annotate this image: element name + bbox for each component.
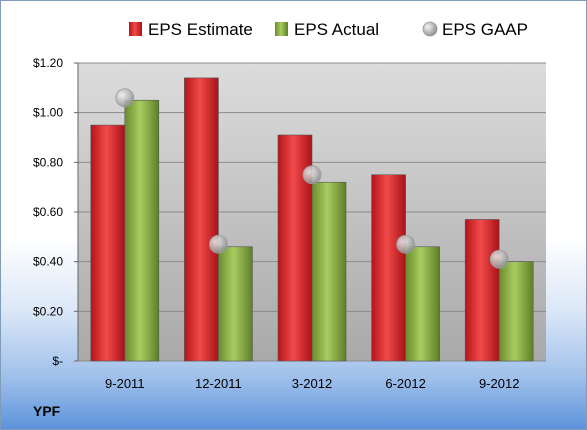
y-tick-label: $0.40 — [33, 255, 63, 269]
x-tick-label: 3-2012 — [292, 376, 332, 391]
bar-eps-estimate — [464, 219, 500, 362]
y-tick-label: $0.60 — [33, 205, 63, 219]
legend-label: EPS Actual — [294, 20, 379, 39]
bar-eps-actual — [498, 261, 534, 362]
bar-eps-actual — [311, 181, 347, 362]
y-tick-label: $0.20 — [33, 304, 63, 318]
y-tick-label: $0.80 — [33, 155, 63, 169]
y-tick-label: $1.00 — [33, 106, 63, 120]
bar-eps-estimate — [90, 124, 126, 362]
legend-label: EPS GAAP — [442, 20, 528, 39]
marker-eps-gaap — [396, 234, 416, 254]
x-tick-label: 12-2011 — [195, 376, 242, 391]
bar-eps-actual — [218, 246, 253, 362]
x-tick-label: 9-2011 — [105, 376, 145, 391]
marker-eps-gaap — [302, 165, 322, 185]
x-tick-label: 9-2012 — [479, 376, 519, 391]
marker-eps-gaap — [115, 88, 135, 108]
legend-swatch — [129, 22, 142, 36]
marker-eps-gaap — [489, 249, 509, 269]
bar-eps-actual — [124, 99, 160, 362]
bar-eps-estimate — [371, 174, 406, 362]
y-tick-label: $1.20 — [33, 56, 63, 70]
marker-eps-gaap — [208, 234, 228, 254]
x-tick-label: 6-2012 — [385, 376, 425, 391]
ticker-label: YPF — [33, 403, 61, 419]
legend-label: EPS Estimate — [148, 20, 253, 39]
bar-eps-estimate — [184, 77, 219, 362]
y-tick-label: $- — [52, 354, 63, 368]
bar-eps-actual — [405, 246, 440, 362]
legend-swatch — [275, 22, 288, 36]
legend-swatch — [422, 21, 438, 37]
